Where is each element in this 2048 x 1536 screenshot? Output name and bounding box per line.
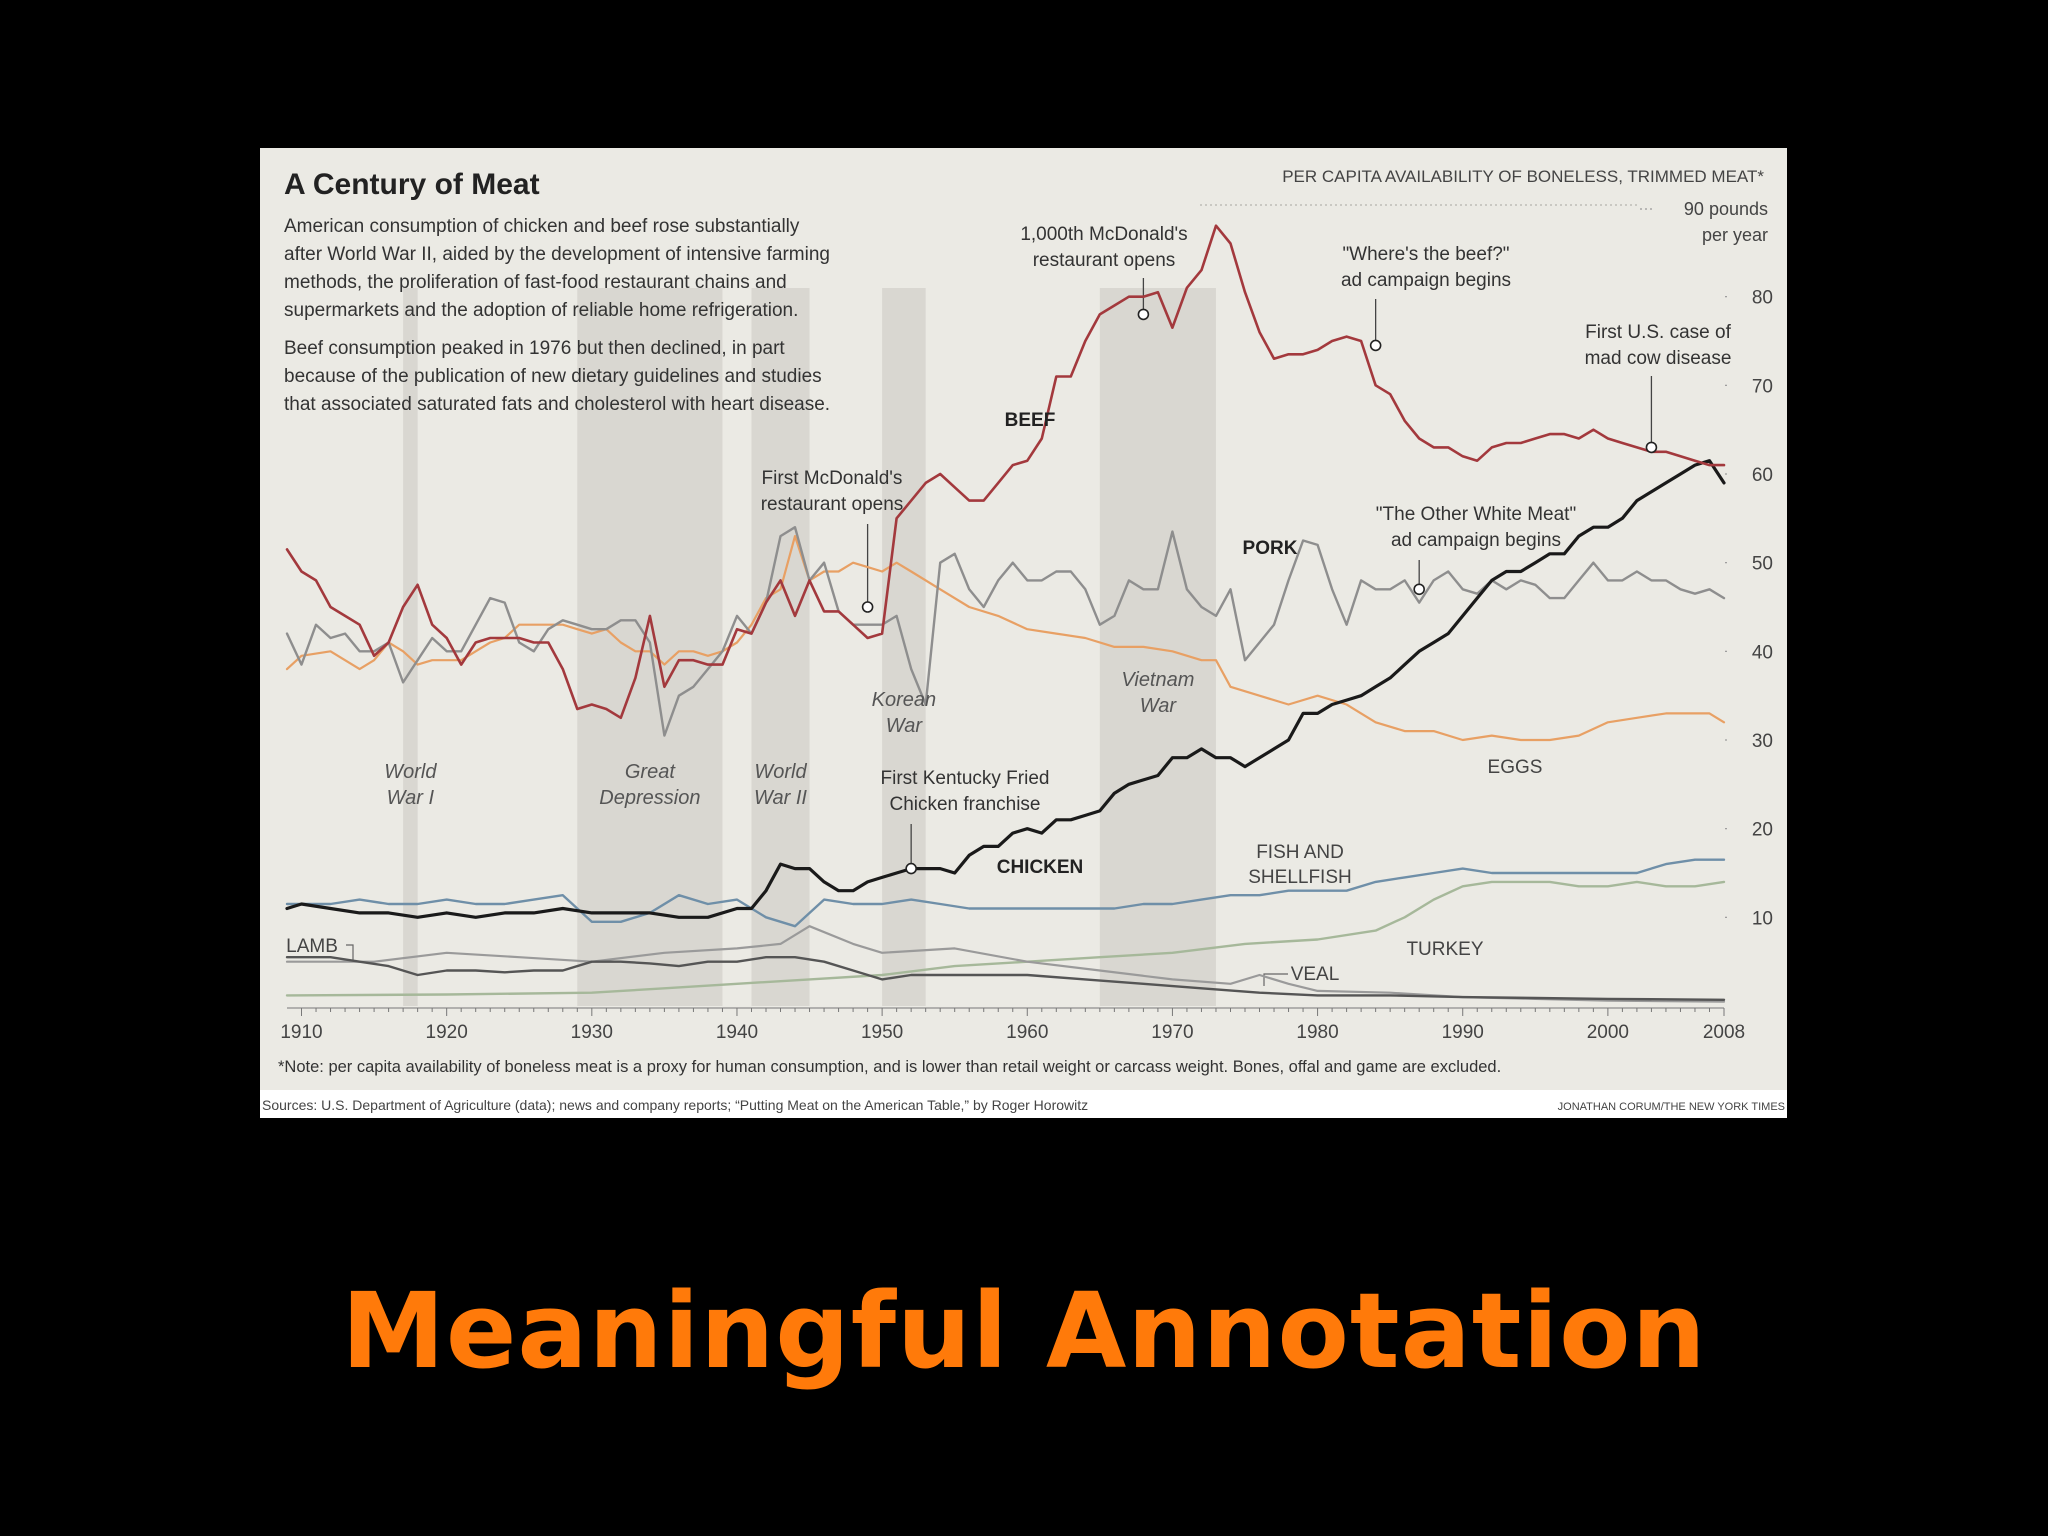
series-label-eggs: EGGS — [1488, 757, 1543, 778]
sources-bar — [260, 1090, 1787, 1118]
y-top-label: 90 pounds — [1684, 199, 1768, 219]
chart-overlay: Sources: U.S. Department of Agriculture … — [262, 1097, 1785, 1113]
x-tick-label: 1940 — [716, 1022, 758, 1043]
x-tick-label: 1910 — [280, 1022, 322, 1043]
period-label: War — [886, 715, 924, 737]
x-tick-label: 2000 — [1587, 1022, 1629, 1043]
subtitle-line: supermarkets and the adoption of reliabl… — [284, 300, 798, 321]
series-label-lamb: LAMB — [286, 936, 338, 957]
x-tick-label: 1930 — [571, 1022, 613, 1043]
y-tick-label: 10 — [1752, 908, 1773, 929]
subtitle-line: Beef consumption peaked in 1976 but then… — [284, 338, 785, 359]
credit-text: JONATHAN CORUM/THE NEW YORK TIMES — [1558, 1101, 1785, 1113]
annotation-marker — [1137, 308, 1150, 321]
chart-title: A Century of Meat — [284, 168, 540, 201]
period-label: Great — [625, 761, 676, 783]
subtitle-line: after World War II, aided by the develop… — [284, 244, 830, 265]
series-label-veal: VEAL — [1291, 964, 1340, 985]
y-tick-label: 30 — [1752, 731, 1773, 752]
series-line-lamb — [285, 956, 1726, 1001]
series-label-fish-and-shellfish: FISH AND SHELLFISH — [1248, 842, 1351, 888]
series-label-chicken: CHICKEN — [997, 857, 1084, 878]
period-shade — [751, 288, 810, 1006]
subtitle-line: that associated saturated fats and chole… — [284, 394, 830, 415]
y-tick-label: 20 — [1752, 820, 1773, 841]
series-line-turkey — [285, 880, 1726, 997]
slide-caption: Meaningful Annotation — [341, 1270, 1707, 1392]
x-tick-label: 1920 — [426, 1022, 468, 1043]
y-tick-label: 70 — [1752, 376, 1773, 397]
y-tick-label: 40 — [1752, 642, 1773, 663]
annotation-text: 1,000th McDonald's — [1020, 224, 1187, 245]
y-tick-label: 60 — [1752, 465, 1773, 486]
veal-leader — [1263, 973, 1288, 986]
annotation-marker — [1645, 441, 1658, 454]
annotation-text: First U.S. case of — [1585, 322, 1731, 343]
period-label: War II — [754, 787, 807, 809]
x-tick-label: 1950 — [861, 1022, 903, 1043]
series-line-eggs — [285, 535, 1726, 742]
annotation-text: mad cow disease — [1585, 348, 1732, 369]
x-tick-label: 2008 — [1703, 1022, 1745, 1043]
period-label: Vietnam — [1121, 669, 1194, 691]
footnote: *Note: per capita availability of bonele… — [278, 1058, 1501, 1076]
annotation-marker — [905, 862, 917, 875]
chart-panel: World War I Great Depression World War II Kore… — [260, 148, 1787, 1118]
y-tick-label: 50 — [1752, 554, 1773, 575]
period-label: War — [1140, 695, 1178, 717]
y-top-label-unit: per year — [1702, 225, 1768, 245]
x-tick-label: 1990 — [1442, 1022, 1484, 1043]
annotation-marker — [1413, 583, 1425, 596]
period-label: War I — [387, 787, 435, 809]
series-line-chicken — [285, 459, 1726, 919]
x-tick-label: 1960 — [1006, 1022, 1048, 1043]
series-label-beef: BEEF — [1005, 410, 1056, 431]
sources-text: Sources: U.S. Department of Agriculture … — [262, 1097, 1088, 1113]
period-label: World — [384, 761, 437, 783]
annotation-text: First Kentucky Fried — [881, 768, 1050, 789]
chart-canvas: World War I Great Depression World War II Kore… — [278, 167, 1773, 1076]
series-label-pork: PORK — [1243, 538, 1298, 559]
x-tick-label: 1970 — [1151, 1022, 1193, 1043]
annotation-marker — [861, 601, 874, 613]
annotation-text: ad campaign begins — [1341, 270, 1511, 291]
lamb-leader — [346, 944, 354, 960]
subtitle-line: American consumption of chicken and beef… — [284, 216, 800, 237]
x-tick-label: 1980 — [1296, 1022, 1338, 1043]
annotation-text: restaurant opens — [761, 494, 904, 515]
annotation-text: ad campaign begins — [1391, 530, 1561, 551]
period-label: Depression — [599, 787, 700, 809]
series-label-fish-line1: FISH AND — [1256, 842, 1344, 863]
series-line-beef — [285, 224, 1726, 720]
subtitle-line: methods, the proliferation of fast-food … — [284, 272, 787, 293]
series-line-veal — [285, 925, 1726, 1003]
period-label: World — [754, 761, 807, 783]
annotation-marker — [1369, 339, 1382, 352]
period-shade — [403, 288, 418, 1006]
annotation-text: First McDonald's — [762, 468, 903, 489]
y-axis-title: PER CAPITA AVAILABILITY OF BONELESS, TRI… — [1282, 167, 1764, 186]
series-label-turkey: TURKEY — [1406, 939, 1483, 960]
annotation-text: Chicken franchise — [889, 794, 1040, 815]
series-line-fish-and-shellfish — [285, 858, 1726, 928]
annotation-text: "The Other White Meat" — [1376, 504, 1576, 525]
series-label-fish-line2: SHELLFISH — [1248, 867, 1351, 888]
period-label: Korean — [872, 689, 937, 711]
annotation-text: "Where's the beef?" — [1342, 244, 1509, 265]
y-tick-label: 80 — [1752, 288, 1773, 309]
subtitle-line: because of the publication of new dietar… — [284, 366, 822, 387]
annotation-text: restaurant opens — [1033, 250, 1176, 271]
